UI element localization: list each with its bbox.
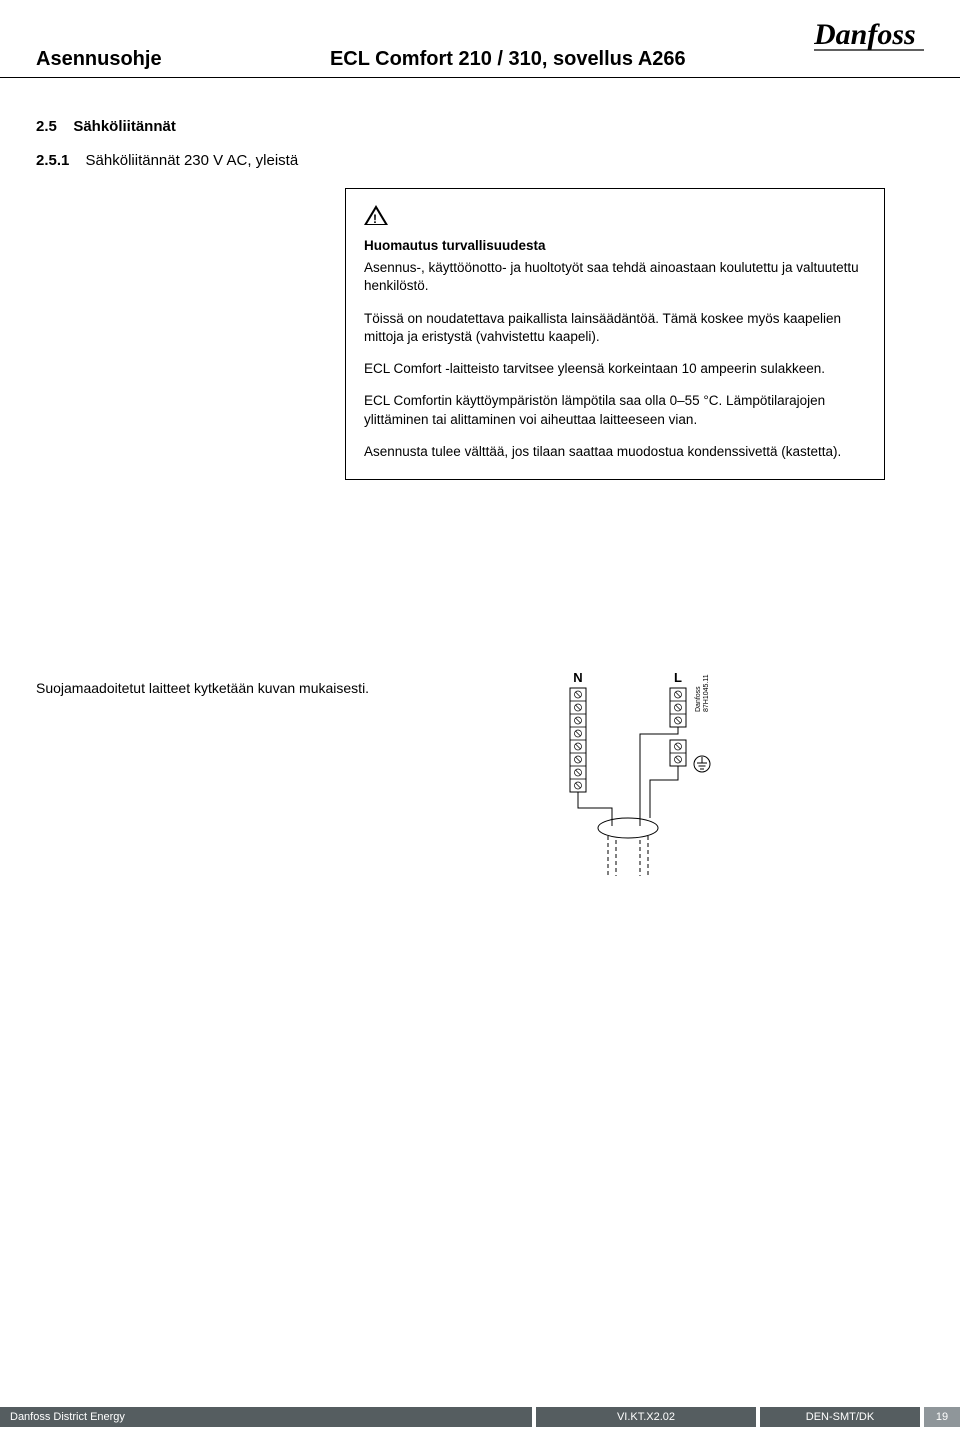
warning-title: Huomautus turvallisuudesta — [364, 237, 866, 255]
subsection-heading: 2.5.1 Sähköliitännät 230 V AC, yleistä — [36, 152, 298, 169]
section-number: 2.5 — [36, 118, 57, 135]
page-footer: Danfoss District Energy VI.KT.X2.02 DEN-… — [0, 1407, 960, 1427]
ground-icon — [694, 756, 710, 772]
warning-paragraph: Töissä on noudatettava paikallista lains… — [364, 310, 866, 346]
warning-paragraph: ECL Comfort -laitteisto tarvitsee yleens… — [364, 360, 866, 378]
terminal-label-n: N — [573, 670, 582, 685]
page-header: Asennusohje ECL Comfort 210 / 310, sovel… — [0, 48, 960, 78]
wiring-diagram: N L — [500, 668, 770, 888]
section-title: Sähköliitännät — [73, 118, 176, 135]
terminal-block-n — [570, 688, 586, 792]
warning-paragraph: ECL Comfortin käyttöympäristön lämpötila… — [364, 392, 866, 428]
diagram-caption: Suojamaadoitetut laitteet kytketään kuva… — [36, 680, 436, 696]
warning-triangle-icon: ! — [364, 205, 388, 225]
footer-right: DEN-SMT/DK — [760, 1407, 920, 1427]
section-block: 2.5 Sähköliitännät 2.5.1 Sähköliitännät … — [36, 118, 298, 169]
terminal-label-l: L — [674, 670, 682, 685]
doc-title: ECL Comfort 210 / 310, sovellus A266 — [290, 48, 686, 71]
warning-paragraph: Asennus-, käyttöönotto- ja huoltotyöt sa… — [364, 259, 866, 295]
warning-paragraph: Asennusta tulee välttää, jos tilaan saat… — [364, 443, 866, 461]
logo-text: Danfoss — [814, 18, 916, 51]
section-heading: 2.5 Sähköliitännät — [36, 118, 298, 136]
subsection-number: 2.5.1 — [36, 152, 69, 169]
doc-type: Asennusohje — [36, 48, 162, 71]
terminal-block-ground — [670, 740, 686, 766]
footer-left: Danfoss District Energy — [0, 1407, 532, 1427]
diagram-id-label: Danfoss — [695, 686, 702, 712]
safety-warning-box: ! Huomautus turvallisuudesta Asennus-, k… — [345, 188, 885, 480]
footer-page-number: 19 — [924, 1407, 960, 1427]
diagram-id-code: 87H1045.11 — [703, 674, 710, 712]
footer-mid: VI.KT.X2.02 — [536, 1407, 756, 1427]
subsection-title: Sähköliitännät 230 V AC, yleistä — [86, 152, 299, 169]
wires — [578, 727, 678, 878]
terminal-block-l — [670, 688, 686, 727]
